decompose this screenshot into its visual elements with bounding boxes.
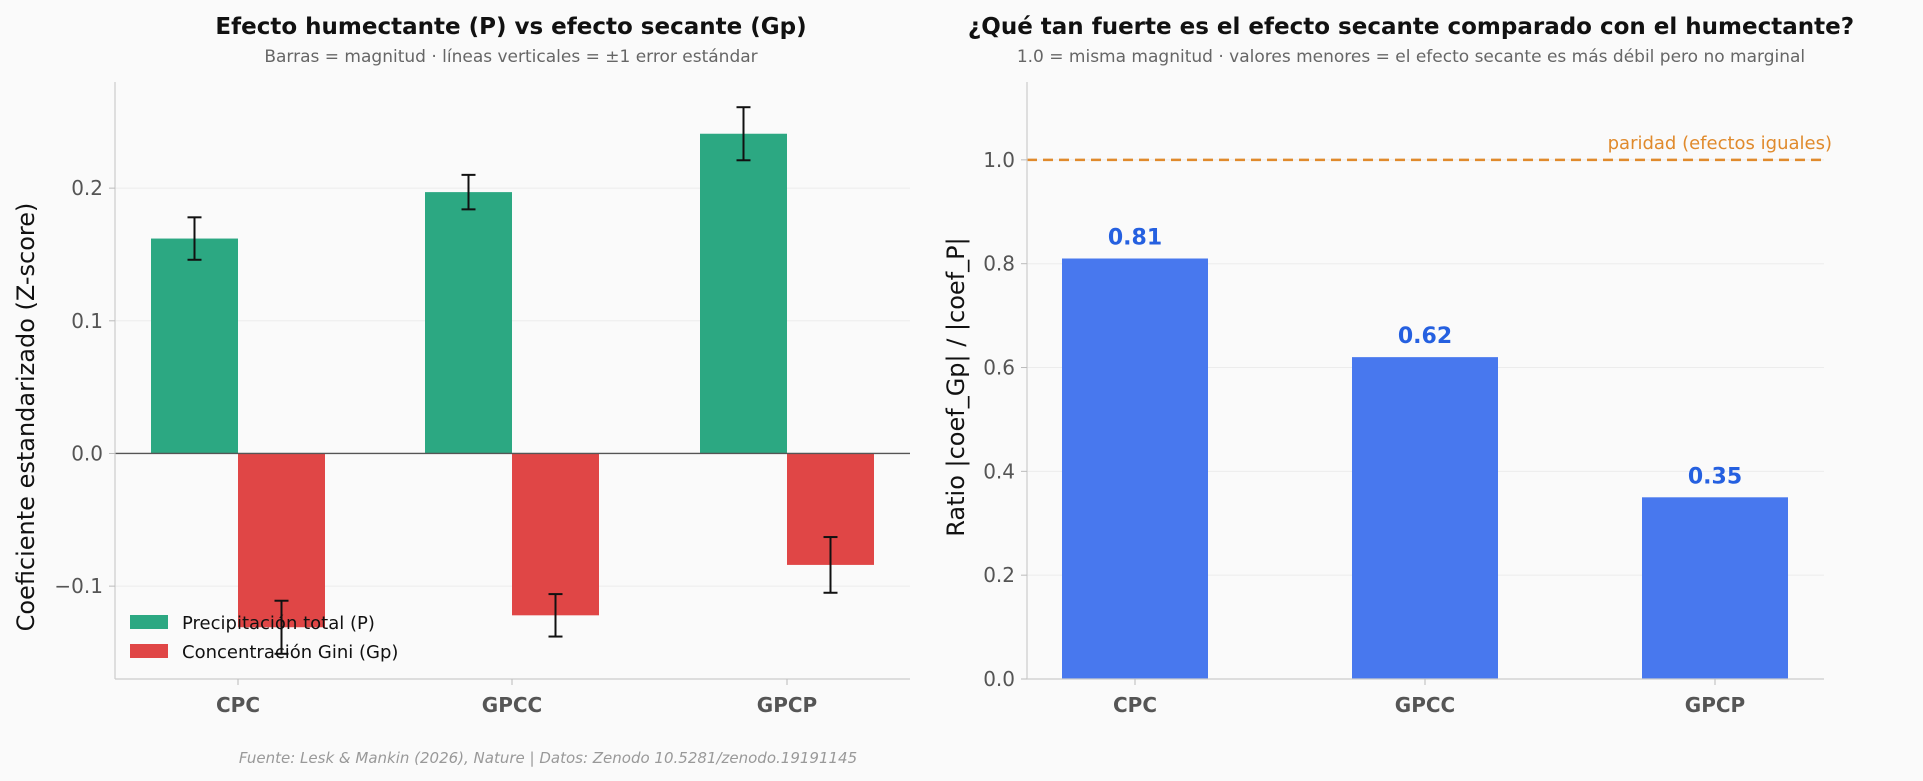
- right-x-tick-label-gpcp: GPCP: [1685, 693, 1745, 717]
- left-chart: Efecto humectante (P) vs efecto secante …: [12, 14, 910, 717]
- error-bar-gini-gpcc: [548, 593, 563, 638]
- source-footnote: Fuente: Lesk & Mankin (2026), Nature | D…: [239, 749, 857, 767]
- legend-label-gini: Concentración Gini (Gp): [182, 642, 398, 663]
- right-y-ticks: 0.0 0.2 0.4 0.6 0.8 1.0: [983, 148, 1027, 691]
- left-y-tick-label: 0.2: [71, 176, 103, 200]
- error-bar-precip-gpcp: [736, 106, 751, 162]
- left-legend: Precipitación total (P) Concentración Gi…: [130, 613, 398, 663]
- legend-swatch-precip: [130, 615, 168, 629]
- ratio-bar-gpcp: [1642, 497, 1788, 679]
- bar-precip-gpcp: [700, 133, 787, 454]
- ratio-bar-cpc: [1062, 258, 1208, 679]
- right-y-tick-label: 1.0: [983, 148, 1015, 172]
- error-bar-gini-cpc: [274, 599, 289, 655]
- right-x-tick-label-cpc: CPC: [1113, 693, 1157, 717]
- left-chart-title: Efecto humectante (P) vs efecto secante …: [215, 14, 806, 40]
- bar-gini-gpcc: [512, 453, 599, 616]
- left-chart-subtitle: Barras = magnitud · líneas verticales = …: [264, 47, 757, 67]
- left-x-ticks: CPC GPCC GPCP: [216, 679, 817, 717]
- left-x-tick-label-gpcc: GPCC: [482, 693, 542, 717]
- right-bars: [1062, 258, 1788, 679]
- parity-reference-label: paridad (efectos iguales): [1608, 133, 1832, 154]
- right-x-tick-label-gpcc: GPCC: [1395, 693, 1455, 717]
- left-y-axis-label: Coeficiente estandarizado (Z-score): [12, 203, 40, 632]
- right-y-tick-label: 0.0: [983, 667, 1015, 691]
- right-chart: ¿Qué tan fuerte es el efecto secante com…: [942, 14, 1854, 717]
- bar-precip-gpcc: [425, 192, 512, 454]
- left-x-tick-label-cpc: CPC: [216, 693, 260, 717]
- left-y-tick-label: 0.1: [71, 309, 103, 333]
- right-value-labels: 0.81 0.62 0.35: [1108, 226, 1742, 490]
- right-y-axis-label: Ratio |coef_Gp| / |coef_P|: [942, 237, 970, 536]
- left-x-tick-label-gpcp: GPCP: [757, 693, 817, 717]
- right-y-tick-label: 0.2: [983, 563, 1015, 587]
- left-bars: [151, 133, 874, 628]
- ratio-bar-gpcc: [1352, 357, 1498, 679]
- error-bar-precip-gpcc: [461, 173, 476, 211]
- left-y-ticks: −0.1 0.0 0.1 0.2: [54, 176, 115, 598]
- right-y-tick-label: 0.8: [983, 252, 1015, 276]
- ratio-value-label-gpcc: 0.62: [1398, 324, 1452, 349]
- right-y-tick-label: 0.4: [983, 459, 1015, 483]
- left-error-bars: [187, 106, 838, 655]
- left-y-tick-label: −0.1: [54, 574, 103, 598]
- bar-precip-cpc: [151, 238, 238, 454]
- right-x-ticks: CPC GPCC GPCP: [1113, 679, 1745, 717]
- error-bar-precip-cpc: [187, 216, 202, 261]
- bar-gini-cpc: [238, 453, 325, 628]
- right-chart-title: ¿Qué tan fuerte es el efecto secante com…: [968, 14, 1854, 40]
- right-y-tick-label: 0.6: [983, 356, 1015, 380]
- right-chart-subtitle: 1.0 = misma magnitud · valores menores =…: [1017, 47, 1805, 67]
- ratio-value-label-gpcp: 0.35: [1688, 464, 1742, 489]
- legend-label-precip: Precipitación total (P): [182, 613, 375, 634]
- left-y-tick-label: 0.0: [71, 441, 103, 465]
- ratio-value-label-cpc: 0.81: [1108, 226, 1162, 251]
- legend-swatch-gini: [130, 644, 168, 658]
- error-bar-gini-gpcp: [823, 536, 838, 594]
